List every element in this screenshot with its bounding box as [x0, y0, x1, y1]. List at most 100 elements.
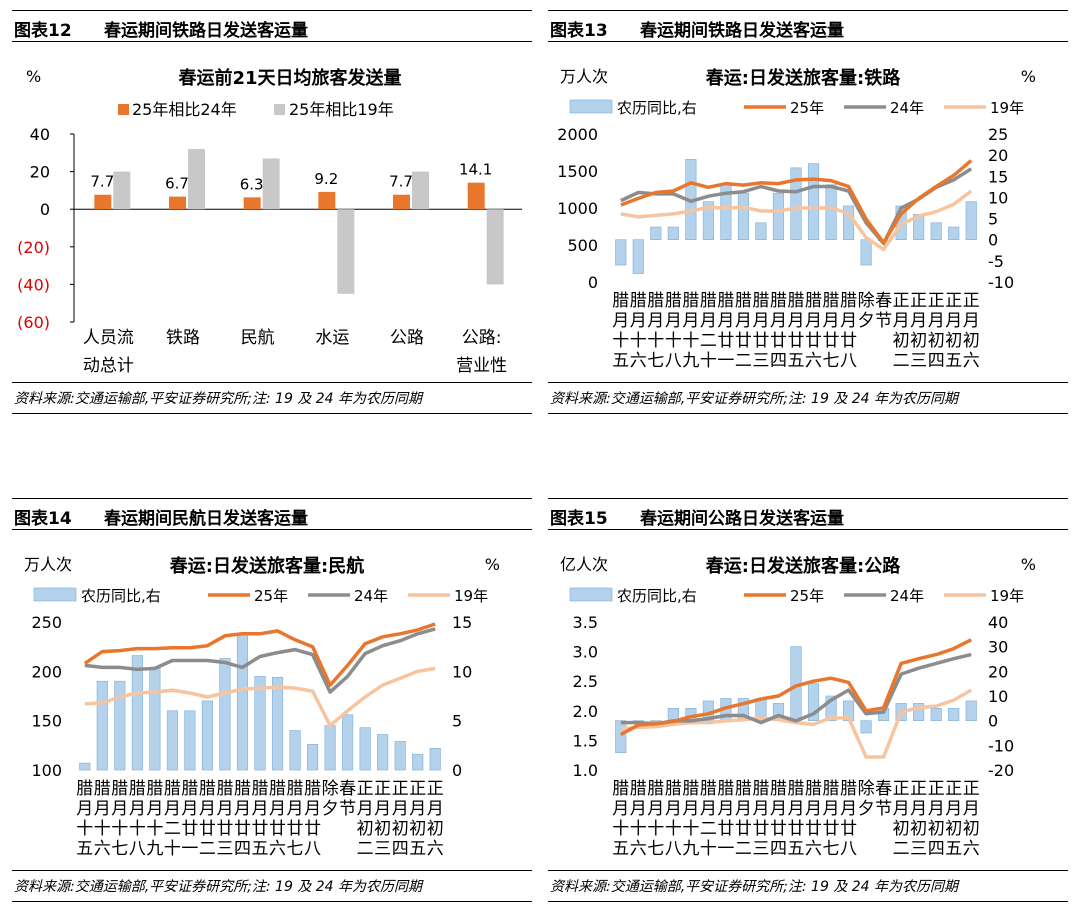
bar-yoy: [807, 683, 820, 721]
legend-label: 24年: [890, 587, 924, 605]
x-tick-char: 正: [374, 779, 391, 799]
y-right-tick-label: 40: [988, 613, 1008, 632]
y-left-tick-label: 250: [31, 613, 62, 632]
x-tick-char: 十: [700, 839, 717, 859]
x-tick-char: 十: [630, 331, 647, 351]
x-tick-char: 八: [129, 839, 146, 859]
x-tick-char: 一: [717, 351, 734, 371]
category-label: 水运: [315, 328, 349, 348]
x-tick-char: 月: [717, 799, 734, 819]
y-right-tick-label: 10: [452, 662, 472, 681]
bar-yoy: [429, 747, 441, 771]
y-right-tick-label: 10: [988, 188, 1008, 207]
x-tick-char: 腊: [252, 779, 269, 799]
x-tick-char: 五: [252, 839, 269, 859]
x-tick-char: 初: [963, 819, 980, 839]
y-right-tick-label: -10: [988, 736, 1014, 755]
x-tick-char: 腊: [682, 291, 699, 311]
y-left-tick-label: 150: [31, 712, 62, 731]
x-tick-char: 初: [409, 819, 426, 839]
series-line-25年: [619, 638, 972, 737]
x-tick-char: 月: [392, 799, 409, 819]
x-tick-char: 十: [612, 819, 629, 839]
x-tick-char: 月: [612, 311, 629, 331]
x-tick-char: 腊: [612, 779, 629, 799]
x-tick-char: 四: [928, 351, 945, 371]
x-tick-char: 廿: [216, 819, 233, 839]
x-tick-char: 六: [805, 839, 822, 859]
x-tick-char: 八: [665, 351, 682, 371]
bar-yoy: [201, 700, 213, 771]
y-right-tick-label: 30: [988, 638, 1008, 657]
figure-title: 春运期间公路日发送客运量: [640, 509, 844, 529]
x-tick-char: 春: [339, 779, 356, 799]
x-tick-char: 月: [146, 799, 163, 819]
legend-label: 19年: [990, 587, 1024, 605]
y-tick-label: 0: [40, 200, 50, 219]
x-tick-char: 腊: [717, 291, 734, 311]
bar-25v19: [337, 209, 355, 294]
x-tick-char: 二: [893, 351, 910, 371]
legend-label: 19年: [454, 587, 488, 605]
panel-fig12: 图表12 春运期间铁路日发送客运量 % 春运前21天日均旅客发送量 25年相比24年…: [12, 10, 532, 420]
y-right-tick-label: 20: [988, 662, 1008, 681]
x-tick-char: 月: [840, 311, 857, 331]
category-label: 铁路: [166, 328, 200, 348]
x-tick-char: 廿: [304, 819, 321, 839]
category-label: 民航: [241, 328, 275, 348]
category-label: 人员流: [83, 328, 134, 348]
x-tick-char: 八: [665, 839, 682, 859]
y-left-tick-label: 500: [567, 236, 598, 255]
category-label: 营业性: [456, 356, 507, 376]
x-tick-char: 月: [181, 799, 198, 819]
x-tick-char: 月: [287, 799, 304, 819]
x-tick-char: 正: [910, 779, 927, 799]
bar-25v19: [188, 149, 205, 210]
x-tick-char: 二: [893, 839, 910, 859]
x-tick-char: 九: [682, 839, 699, 859]
x-tick-char: 腊: [665, 291, 682, 311]
x-tick-char: 廿: [735, 819, 752, 839]
x-tick-char: 腊: [234, 779, 251, 799]
x-tick-char: 月: [823, 799, 840, 819]
x-tick-char: 月: [612, 799, 629, 819]
y-right-tick-label: 20: [988, 146, 1008, 165]
bar-yoy: [412, 753, 424, 771]
x-tick-char: 月: [304, 799, 321, 819]
x-tick-char: 夕: [322, 799, 339, 819]
x-tick-char: 廿: [252, 819, 269, 839]
y-left-tick-label: 1.0: [573, 761, 598, 780]
x-tick-char: 初: [945, 819, 962, 839]
x-tick-char: 十: [146, 819, 163, 839]
x-tick-char: 六: [963, 351, 980, 371]
bar-yoy: [930, 222, 942, 241]
x-tick-char: 腊: [770, 779, 787, 799]
x-tick-char: 廿: [181, 819, 198, 839]
y-left-tick-label: 2.0: [573, 702, 598, 721]
figure-title: 春运期间铁路日发送客运量: [104, 21, 308, 41]
x-tick-char: 月: [234, 799, 251, 819]
x-tick-char: 月: [770, 311, 787, 331]
bar-yoy: [254, 675, 266, 771]
y-right-tick-label: -20: [988, 761, 1014, 780]
bar-yoy: [615, 239, 627, 266]
data-label: 14.1: [459, 161, 492, 179]
x-tick-char: 廿: [770, 819, 787, 839]
bar-yoy: [965, 700, 977, 721]
x-tick-char: 廿: [269, 819, 286, 839]
x-tick-char: 初: [357, 819, 374, 839]
x-tick-char: 月: [910, 311, 927, 331]
bar-yoy: [79, 762, 91, 771]
bar-yoy: [289, 730, 301, 771]
x-tick-char: 腊: [269, 779, 286, 799]
x-tick-char: 腊: [216, 779, 233, 799]
bar-yoy: [307, 744, 319, 771]
x-tick-char: 月: [963, 799, 980, 819]
x-tick-char: 正: [427, 779, 444, 799]
x-tick-char: 六: [94, 839, 111, 859]
x-tick-char: 六: [805, 351, 822, 371]
y-right-tick-label: 5: [452, 712, 462, 731]
y-left-unit: 亿人次: [560, 555, 608, 574]
chart-title: 春运:日发送旅客量:公路: [706, 555, 901, 577]
